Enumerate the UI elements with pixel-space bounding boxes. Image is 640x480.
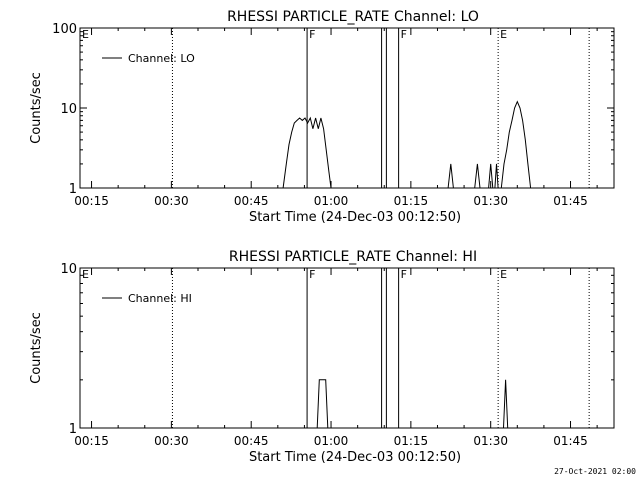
y-tick-label-lo: 100 xyxy=(52,22,77,37)
y-tick-label-lo: 1 xyxy=(69,182,77,197)
x-tick-label-hi: 01:45 xyxy=(553,434,588,448)
x-tick-label-lo: 00:45 xyxy=(234,194,269,208)
y-tick-label-hi: 10 xyxy=(60,262,77,277)
legend-label-hi: Channel: HI xyxy=(128,292,192,305)
x-axis-label-lo: Start Time (24-Dec-03 00:12:50) xyxy=(249,210,461,225)
footer-timestamp: 27-Oct-2021 02:00 xyxy=(554,467,636,476)
y-axis-label-hi: Counts/sec xyxy=(29,312,44,384)
panel-hi: RHESSI PARTICLE_RATE Channel: HI 00:15 00:… xyxy=(29,249,615,465)
x-tick-label-lo: 01:45 xyxy=(553,194,588,208)
plot-frame-hi xyxy=(79,267,615,429)
event-marker-label-hi: F xyxy=(401,268,407,281)
series-line-lo xyxy=(282,116,332,189)
x-tick-label-lo: 01:15 xyxy=(394,194,429,208)
event-marker-label-lo: F xyxy=(309,28,315,41)
series-line-lo xyxy=(500,100,532,189)
x-tick-label-hi: 01:15 xyxy=(394,434,429,448)
x-tick-label-hi: 00:15 xyxy=(74,434,109,448)
event-marker-label-lo: F xyxy=(401,28,407,41)
chart-title-hi: RHESSI PARTICLE_RATE Channel: HI xyxy=(229,249,477,265)
x-tick-label-lo: 01:30 xyxy=(473,194,508,208)
x-tick-label-lo: 00:15 xyxy=(74,194,109,208)
x-tick-label-hi: 00:45 xyxy=(234,434,269,448)
chart-title-lo: RHESSI PARTICLE_RATE Channel: LO xyxy=(227,9,479,25)
x-tick-label-hi: 01:30 xyxy=(473,434,508,448)
y-axis-label-lo: Counts/sec xyxy=(29,72,44,144)
event-marker-label-lo: E xyxy=(500,28,507,41)
event-marker-label-lo: E xyxy=(82,28,89,41)
event-marker-label-hi: F xyxy=(309,268,315,281)
y-tick-label-hi: 1 xyxy=(69,422,77,437)
series-line-hi xyxy=(316,379,329,429)
x-tick-label-hi: 00:30 xyxy=(154,434,189,448)
x-tick-label-lo: 00:30 xyxy=(154,194,189,208)
series-line-lo xyxy=(474,163,481,189)
x-tick-label-lo: 01:00 xyxy=(314,194,349,208)
legend-label-lo: Channel: LO xyxy=(128,52,195,65)
event-marker-label-hi: E xyxy=(500,268,507,281)
x-axis-label-hi: Start Time (24-Dec-03 00:12:50) xyxy=(249,450,461,465)
series-line-lo xyxy=(494,163,499,189)
x-tick-label-hi: 01:00 xyxy=(314,434,349,448)
series-line-lo xyxy=(488,163,494,189)
panel-lo: RHESSI PARTICLE_RATE Channel: LO 00:15 00:… xyxy=(29,9,615,225)
series-line-lo xyxy=(447,163,454,189)
y-tick-label-lo: 10 xyxy=(60,102,77,117)
event-marker-label-hi: E xyxy=(82,268,89,281)
series-line-hi xyxy=(503,379,509,429)
